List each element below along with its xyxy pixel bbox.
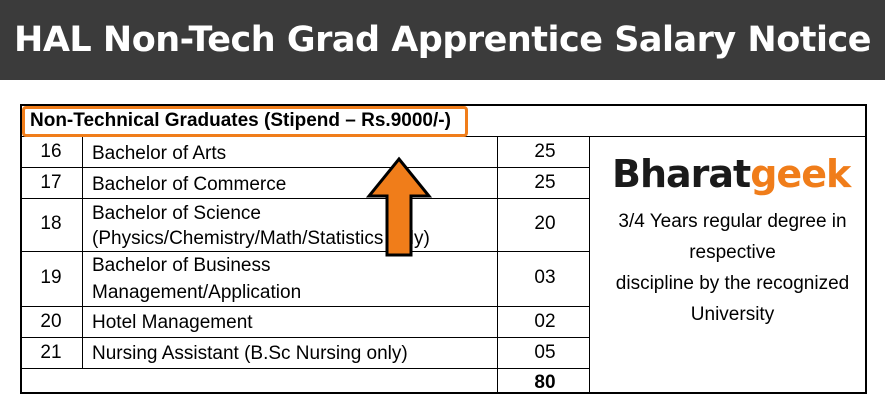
seat-count: 05	[534, 342, 556, 363]
seat-count: 25	[534, 141, 556, 162]
course-name: Bachelor of Commerce	[92, 174, 287, 195]
table-rule	[589, 136, 590, 394]
table-rule	[22, 368, 589, 369]
eligibility-line: respective	[689, 242, 776, 263]
table-header: Non-Technical Graduates (Stipend – Rs.90…	[30, 110, 451, 131]
row-number: 17	[40, 172, 62, 193]
table-rule	[22, 306, 589, 307]
eligibility-note: 3/4 Years regular degree in respective d…	[600, 206, 865, 330]
table-rule	[22, 251, 589, 252]
table-rule	[22, 167, 589, 168]
page-title: HAL Non-Tech Grad Apprentice Salary Noti…	[14, 20, 871, 60]
seat-count: 03	[534, 267, 556, 288]
table-rule	[22, 198, 589, 199]
course-name: Bachelor of Business	[92, 255, 271, 276]
seat-count: 25	[534, 172, 556, 193]
up-arrow-icon	[366, 156, 432, 257]
header-highlight-box	[22, 106, 468, 137]
bharatgeek-logo: Bharatgeek	[612, 152, 851, 196]
eligibility-line: discipline by the recognized	[615, 273, 850, 294]
course-name: Bachelor of Science	[92, 203, 261, 224]
table-rule	[82, 136, 83, 368]
row-number: 21	[40, 342, 62, 363]
row-number: 18	[40, 213, 62, 234]
row-number: 20	[40, 311, 62, 332]
seat-count: 02	[534, 311, 556, 332]
table-rule	[497, 136, 498, 394]
title-banner: HAL Non-Tech Grad Apprentice Salary Noti…	[0, 0, 885, 80]
seat-count: 20	[534, 213, 556, 234]
course-detail: Management/Application	[92, 282, 302, 303]
table-rule	[22, 337, 589, 338]
course-name: Nursing Assistant (B.Sc Nursing only)	[92, 343, 408, 364]
course-name: Bachelor of Arts	[92, 143, 227, 164]
course-name: Hotel Management	[92, 312, 253, 333]
total-seats: 80	[534, 372, 556, 393]
eligibility-line: 3/4 Years regular degree in	[618, 211, 847, 232]
stipend-table: Non-Technical Graduates (Stipend – Rs.90…	[20, 104, 867, 394]
course-detail: (Physics/Chemistry/Math/Statistics only)	[92, 228, 430, 249]
row-number: 16	[40, 141, 62, 162]
row-number: 19	[40, 267, 62, 288]
eligibility-line: University	[690, 304, 775, 325]
